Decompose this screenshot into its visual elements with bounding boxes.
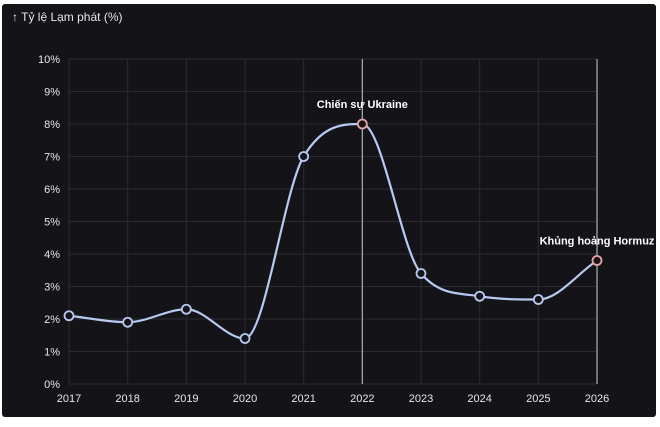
data-point [63,310,75,322]
y-tick-label: 10% [38,54,60,66]
data-point [180,303,192,315]
y-tick-label: 6% [44,184,60,196]
x-tick-label: 2022 [350,393,374,405]
data-point [239,333,251,344]
annotation-label: Chiến sự Ukraine [317,99,408,111]
y-tick-label: 1% [44,347,60,359]
annotation-lines [361,59,598,384]
x-tick-label: 2018 [115,393,139,405]
y-tick-label: 0% [44,379,60,391]
y-tick-label: 4% [44,249,60,261]
data-points [63,118,603,344]
y-tick-label: 5% [44,217,60,229]
y-tick-label: 8% [44,119,60,131]
chart-panel [2,4,656,417]
x-tick-label: 2026 [585,393,609,405]
x-tick-label: 2023 [409,393,433,405]
data-point [122,316,134,328]
y-tick-label: 2% [44,314,60,326]
grid [68,58,598,385]
annotations: Chiến sự Ukraine Khủng hoảng Hormuz [317,99,655,248]
x-tick-label: 2021 [291,393,315,405]
data-point [532,294,544,305]
y-axis-label: ↑ Tỷ lệ Lạm phát (%) [12,10,123,24]
y-tick-label: 9% [44,87,60,99]
y-tick-label: 3% [44,282,60,294]
x-tick-label: 2025 [526,393,550,405]
y-tick-label: 7% [44,152,60,164]
x-tick-label: 2017 [57,393,81,405]
data-point [474,290,486,302]
x-tick-label: 2024 [467,393,491,405]
axis-ticks: 0% 1% 2% 3% 4% 5% 6% 7% 8% 9% 10% 2017 2018 2019 2020 2… [38,54,609,405]
x-tick-label: 2019 [174,393,198,405]
data-point [591,255,603,266]
series-line [68,122,598,340]
data-point [356,118,368,130]
annotation-label: Khủng hoảng Hormuz [540,236,655,248]
x-tick-label: 2020 [233,393,257,405]
data-point [298,151,310,162]
data-point [415,268,427,279]
